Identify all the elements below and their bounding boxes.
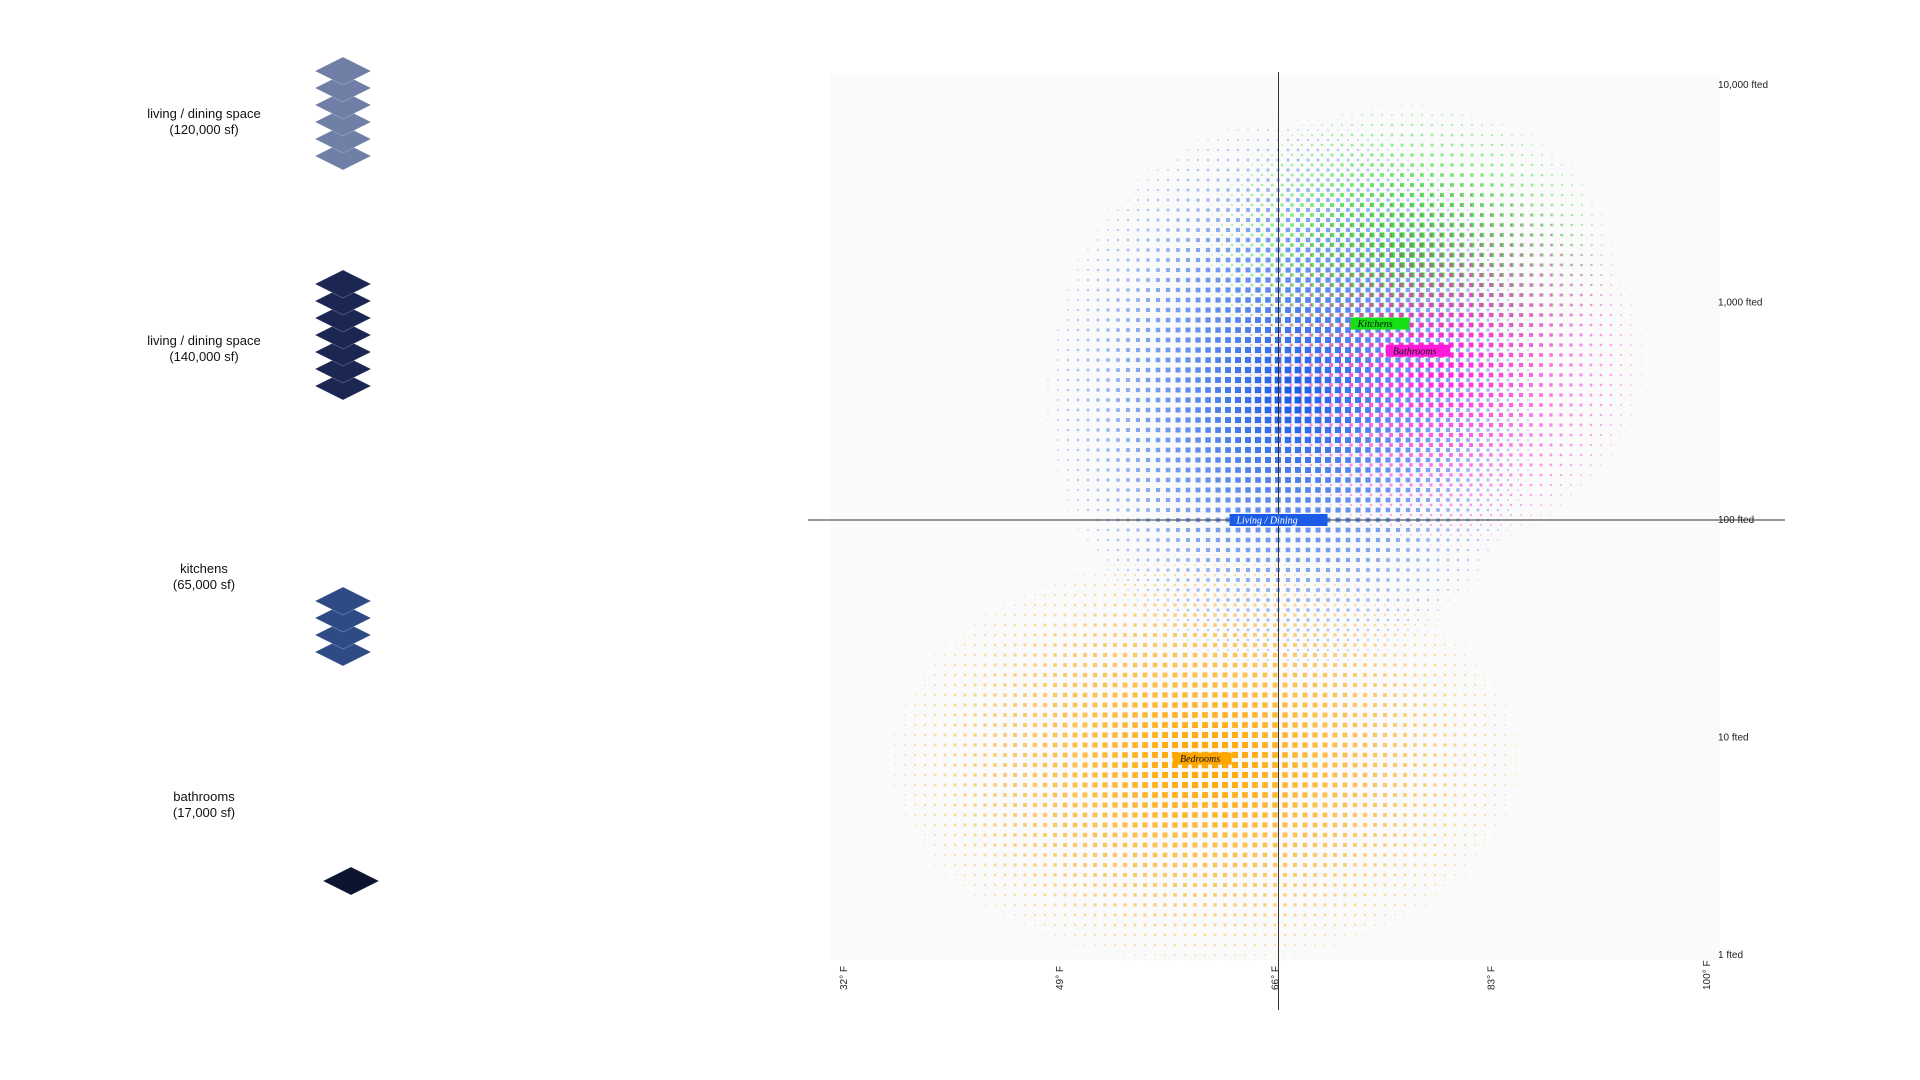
- zone-tag: Living / Dining: [1230, 514, 1328, 527]
- zone-tag-label: Bathrooms: [1393, 346, 1437, 357]
- zone-tag: Kitchens: [1351, 318, 1410, 331]
- y-tick-label: 10,000 fted: [1718, 80, 1768, 91]
- zone-tag-label: Bedrooms: [1180, 754, 1220, 765]
- y-tick-label: 10 fted: [1718, 733, 1749, 744]
- y-tick-label: 1,000 fted: [1718, 298, 1762, 309]
- y-tick-label: 100 fted: [1718, 515, 1754, 526]
- x-tick-label: 83° F: [1486, 966, 1497, 990]
- zone-tag-label: Living / Dining: [1236, 516, 1298, 527]
- x-tick-label: 32° F: [839, 966, 850, 990]
- x-tick-label: 49° F: [1055, 966, 1066, 990]
- zone-tag: Bedrooms: [1173, 753, 1232, 766]
- x-tick-label: 100° F: [1702, 960, 1713, 990]
- zone-tag: Bathrooms: [1386, 345, 1450, 358]
- zone-tag-label: Kitchens: [1357, 319, 1393, 330]
- x-tick-label: 66° F: [1271, 966, 1282, 990]
- y-tick-label: 1 fted: [1718, 950, 1743, 961]
